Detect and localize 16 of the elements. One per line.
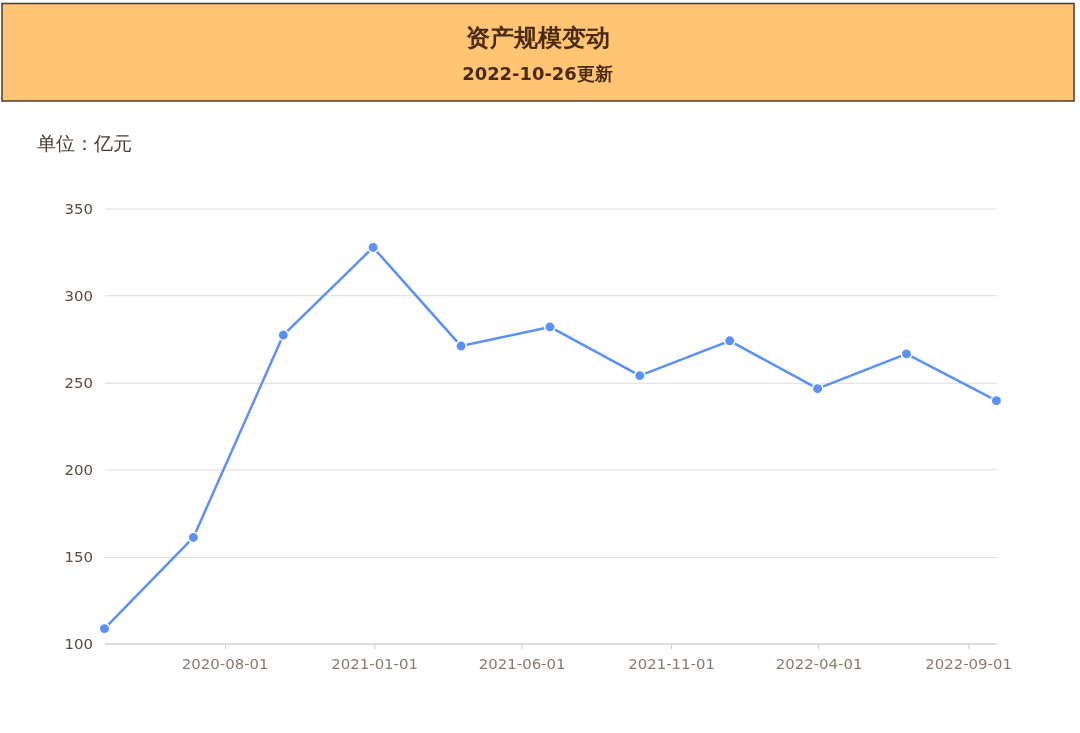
y-axis-title: 单位：亿元	[37, 132, 133, 155]
x-tick-label: 2021-11-01	[628, 654, 715, 673]
y-tick-label: 200	[64, 461, 94, 480]
x-tick-label: 2022-04-01	[775, 654, 863, 673]
y-tick-label: 300	[64, 287, 94, 306]
x-tick-label: 2021-06-01	[478, 654, 566, 673]
point	[811, 382, 824, 395]
x-tick-label: 2020-08-01	[181, 654, 269, 673]
y-tick-label: 350	[64, 200, 94, 219]
x-tick-label: 2022-09-01	[925, 654, 1012, 673]
y-tick-label: 250	[64, 374, 94, 393]
y-tick-label: 100	[64, 635, 94, 654]
x-tick-label: 2021-01-01	[331, 654, 418, 673]
y-tick-label: 150	[64, 548, 94, 567]
chart-subtitle: 2022-10-26更新	[462, 63, 613, 85]
chart-title: 资产规模变动	[465, 24, 610, 53]
